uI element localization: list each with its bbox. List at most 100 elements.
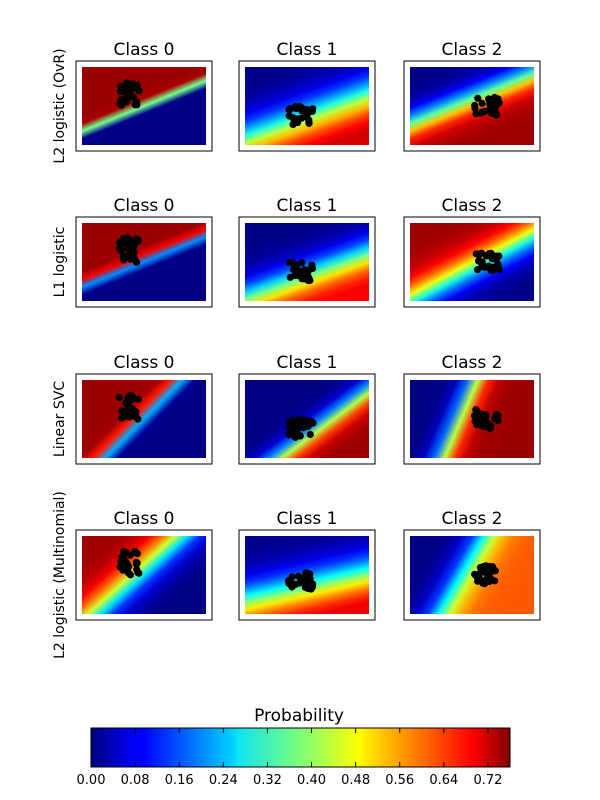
sample-point	[294, 572, 303, 580]
sample-point	[118, 407, 126, 415]
sample-point	[121, 559, 129, 567]
panel-title-r3-c0: Class 0	[114, 509, 175, 529]
sample-point	[115, 393, 124, 401]
sample-point	[483, 251, 491, 260]
panel-grid: Class 0 Class 1 Class 2 Class 0 Class 1 Class…	[75, 40, 541, 621]
colorbar-title: Probability	[254, 706, 344, 726]
sample-point	[132, 558, 140, 566]
probability-field-r1-c0	[82, 223, 206, 301]
sample-point	[298, 259, 306, 267]
sample-point	[288, 573, 296, 581]
row-label-0: L2 logistic (OvR)	[52, 48, 68, 163]
sample-point	[473, 572, 481, 580]
colorbar-tick-label: 0.32	[253, 773, 282, 788]
colorbar-tick-label: 0.16	[165, 773, 194, 788]
panel-title-r1-c0: Class 0	[114, 196, 175, 216]
sample-point	[129, 80, 137, 88]
sample-point	[477, 421, 485, 429]
panel-title-r2-c0: Class 0	[114, 353, 175, 373]
sample-point	[125, 413, 133, 421]
sample-point	[301, 266, 309, 274]
sample-point	[119, 413, 127, 422]
probability-field-r1-c1	[245, 223, 369, 301]
sample-point	[123, 87, 131, 96]
sample-point	[472, 250, 480, 258]
panel-title-r3-c2: Class 2	[442, 509, 503, 529]
panel-title-r0-c0: Class 0	[114, 40, 175, 60]
sample-point	[473, 266, 482, 274]
sample-point	[119, 256, 128, 264]
sample-point	[492, 111, 501, 119]
sample-point	[133, 550, 141, 558]
sample-point	[294, 416, 302, 424]
sample-point	[293, 426, 301, 434]
colorbar-tick-label: 0.56	[385, 773, 414, 788]
sample-point	[119, 96, 128, 104]
sample-point	[486, 100, 494, 108]
sample-point	[133, 85, 141, 93]
sample-point	[473, 407, 481, 416]
sample-point	[482, 569, 490, 577]
sample-point	[308, 261, 316, 269]
probability-field-r2-c0	[82, 380, 206, 458]
sample-point	[478, 99, 486, 107]
sample-point	[486, 424, 495, 432]
panel-title-r3-c1: Class 1	[277, 509, 338, 529]
sample-point	[285, 258, 294, 267]
panel-title-r0-c2: Class 2	[442, 40, 503, 60]
sample-point	[306, 430, 314, 439]
sample-point	[485, 577, 494, 586]
panel-title-r1-c2: Class 2	[442, 196, 503, 216]
sample-point	[491, 577, 499, 585]
sample-point	[474, 94, 482, 102]
panel-title-r1-c1: Class 1	[277, 196, 338, 216]
colorbar-tick-label: 0.00	[77, 773, 106, 788]
row-label-2: Linear SVC	[52, 381, 68, 457]
row-labels: L2 logistic (OvR) L1 logistic Linear SVC L2…	[52, 48, 68, 658]
sample-point	[127, 249, 135, 258]
colorbar-tick-label: 0.40	[297, 773, 326, 788]
sample-point	[131, 255, 139, 263]
probability-field-r0-c0	[82, 67, 206, 145]
sample-point	[495, 99, 503, 107]
sample-point	[485, 562, 493, 571]
sample-point	[303, 105, 311, 114]
sample-point	[126, 571, 135, 579]
sample-point	[305, 119, 313, 127]
colorbar-tick-label: 0.48	[341, 773, 370, 788]
probability-field-r1-c2	[410, 223, 534, 301]
sample-point	[471, 104, 479, 112]
row-label-3: L2 logistic (Multinomial)	[52, 491, 68, 659]
colorbar-tick-label: 0.08	[121, 773, 150, 788]
sample-point	[307, 585, 315, 593]
sample-point	[116, 246, 125, 254]
sample-point	[134, 237, 142, 245]
sample-point	[126, 397, 134, 405]
sample-point	[305, 274, 313, 282]
sample-point	[119, 82, 128, 91]
sample-point	[302, 572, 311, 580]
sample-point	[487, 266, 495, 274]
sample-point	[471, 417, 479, 425]
sample-point	[491, 93, 499, 102]
sample-point	[130, 408, 138, 416]
sample-point	[286, 273, 294, 281]
panel-title-r2-c2: Class 2	[442, 353, 503, 373]
probability-field-r3-c0	[82, 536, 206, 614]
colorbar: Probability 0.00 0.08 0.16 0.24 0.32 0.40 0.48…	[77, 706, 511, 788]
panel-title-r2-c1: Class 1	[277, 353, 338, 373]
sample-point	[288, 421, 296, 429]
sample-point	[285, 112, 293, 120]
sample-point	[303, 113, 311, 121]
colorbar-tick-label: 0.64	[429, 773, 458, 788]
sample-point	[134, 569, 142, 577]
panel-title-r0-c1: Class 1	[277, 40, 338, 60]
sample-point	[477, 109, 485, 117]
sample-point	[494, 260, 502, 268]
sample-point	[288, 583, 296, 591]
sample-point	[119, 548, 128, 556]
sample-point	[479, 577, 487, 585]
sample-point	[290, 265, 298, 274]
sample-point	[132, 98, 141, 106]
sample-point	[300, 423, 308, 432]
